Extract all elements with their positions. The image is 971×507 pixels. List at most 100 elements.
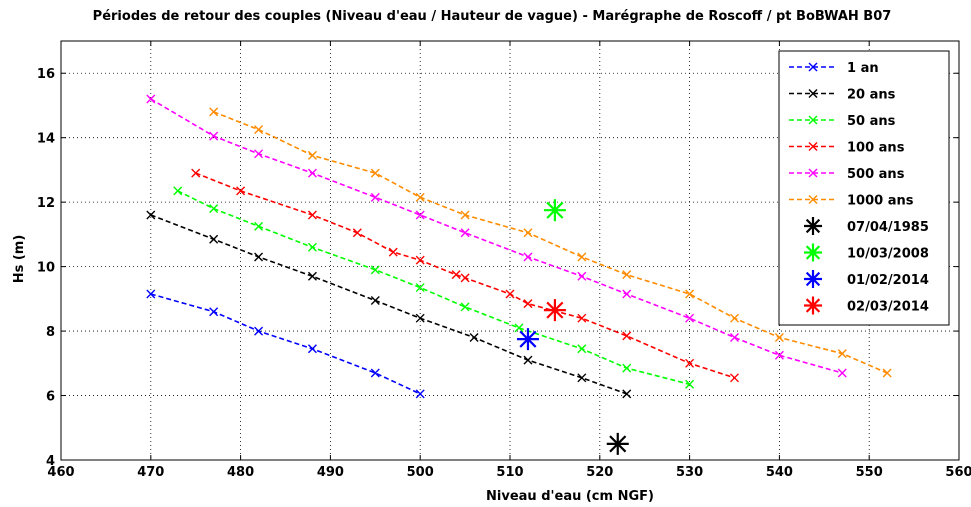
data-point-100-ans: [730, 373, 739, 383]
data-point-500-ans: [307, 168, 317, 178]
legend-marker: [804, 270, 822, 288]
data-point-100-ans: [460, 273, 470, 283]
data-point-100-ans: [388, 247, 398, 257]
marker-stroke: [577, 271, 587, 281]
data-point-500-ans: [774, 350, 784, 360]
marker-stroke: [254, 221, 264, 231]
y-tick-label: 6: [46, 390, 55, 405]
series-lines: [146, 94, 892, 399]
data-point-100-ans: [451, 270, 461, 280]
marker-stroke: [808, 89, 818, 98]
data-point-500-ans: [523, 252, 533, 262]
data-point-1000-ans: [523, 228, 533, 238]
marker-stroke: [209, 107, 219, 117]
legend-marker: [808, 89, 818, 98]
marker-stroke: [519, 330, 537, 348]
marker-stroke: [805, 245, 821, 260]
y-tick-label: 4: [46, 454, 55, 469]
marker-stroke: [837, 349, 847, 359]
legend: 1 an 20 ans 50 ans 100 ans 500 ans 1000 ans 07…: [778, 50, 950, 326]
legend-label: 1000 ans: [847, 194, 914, 209]
data-point-1-an: [415, 389, 425, 399]
marker-stroke: [523, 252, 533, 262]
data-point-500-ans: [415, 210, 425, 220]
marker-stroke: [209, 204, 219, 214]
marker-stroke: [254, 252, 264, 262]
marker-stroke: [546, 201, 564, 219]
data-point-20-ans: [370, 295, 380, 305]
data-point-500-ans: [146, 94, 156, 104]
data-point-1000-ans: [415, 192, 425, 202]
x-tick-label: 550: [856, 465, 883, 480]
data-point-50-ans: [415, 283, 425, 293]
marker-stroke: [460, 302, 470, 312]
marker-stroke: [685, 379, 695, 389]
data-point-1000-ans: [577, 252, 587, 262]
data-point-1000-ans: [370, 168, 380, 178]
event-marker-10-03-2008: [543, 199, 566, 222]
data-point-1000-ans: [209, 107, 219, 117]
data-point-50-ans: [209, 204, 219, 214]
x-tick-label: 540: [766, 465, 793, 480]
marker-stroke: [415, 283, 425, 293]
marker-stroke: [808, 142, 818, 151]
x-tick-label: 480: [227, 465, 254, 480]
data-point-20-ans: [146, 210, 156, 220]
marker-stroke: [460, 273, 470, 283]
marker-stroke: [808, 62, 818, 72]
marker-stroke: [622, 363, 632, 373]
marker-stroke: [254, 125, 264, 135]
legend-marker: [808, 142, 818, 151]
marker-stroke: [388, 247, 398, 257]
marker-stroke: [415, 255, 425, 265]
marker-stroke: [622, 289, 632, 299]
legend-marker: [808, 115, 818, 125]
data-point-100-ans: [622, 331, 632, 341]
marker-stroke: [609, 435, 627, 453]
data-point-500-ans: [254, 149, 264, 159]
marker-stroke: [577, 344, 587, 354]
legend-label: 50 ans: [847, 114, 896, 129]
marker-stroke: [577, 313, 587, 323]
marker-stroke: [451, 270, 461, 280]
legend-label: 500 ans: [847, 167, 905, 182]
data-point-500-ans: [209, 131, 219, 141]
marker-stroke: [307, 168, 317, 178]
marker-stroke: [370, 168, 380, 178]
series-line-500-ans: [150, 98, 843, 374]
y-tick-label: 8: [46, 325, 55, 340]
marker-stroke: [415, 313, 425, 323]
marker-stroke: [837, 368, 847, 378]
data-point-100-ans: [191, 168, 201, 178]
data-point-20-ans: [209, 234, 219, 244]
marker-stroke: [307, 242, 317, 252]
data-point-20-ans: [254, 252, 264, 262]
data-point-500-ans: [622, 289, 632, 299]
data-point-50-ans: [685, 379, 695, 389]
data-point-1000-ans: [685, 289, 695, 299]
legend-label: 10/03/2008: [847, 247, 929, 262]
y-axis-label: Hs (m): [12, 235, 27, 284]
marker-stroke: [685, 358, 695, 368]
marker-stroke: [352, 228, 362, 238]
data-point-100-ans: [685, 358, 695, 368]
series-line-100-ans: [195, 172, 735, 379]
legend-label: 100 ans: [847, 141, 905, 156]
series-line-50-ans: [177, 190, 690, 386]
data-point-1000-ans: [837, 349, 847, 359]
data-point-50-ans: [577, 344, 587, 354]
data-point-50-ans: [254, 221, 264, 231]
marker-stroke: [307, 210, 317, 220]
event-marker-07-04-1985: [606, 432, 629, 455]
series-line-1000-ans: [213, 111, 888, 374]
data-point-1000-ans: [882, 368, 892, 378]
marker-stroke: [460, 228, 470, 238]
marker-stroke: [191, 168, 201, 178]
data-point-20-ans: [622, 389, 632, 399]
data-point-500-ans: [460, 228, 470, 238]
marker-stroke: [307, 344, 317, 354]
legend-marker: [804, 243, 822, 262]
marker-stroke: [254, 326, 264, 336]
data-point-100-ans: [307, 210, 317, 220]
marker-stroke: [622, 270, 632, 280]
